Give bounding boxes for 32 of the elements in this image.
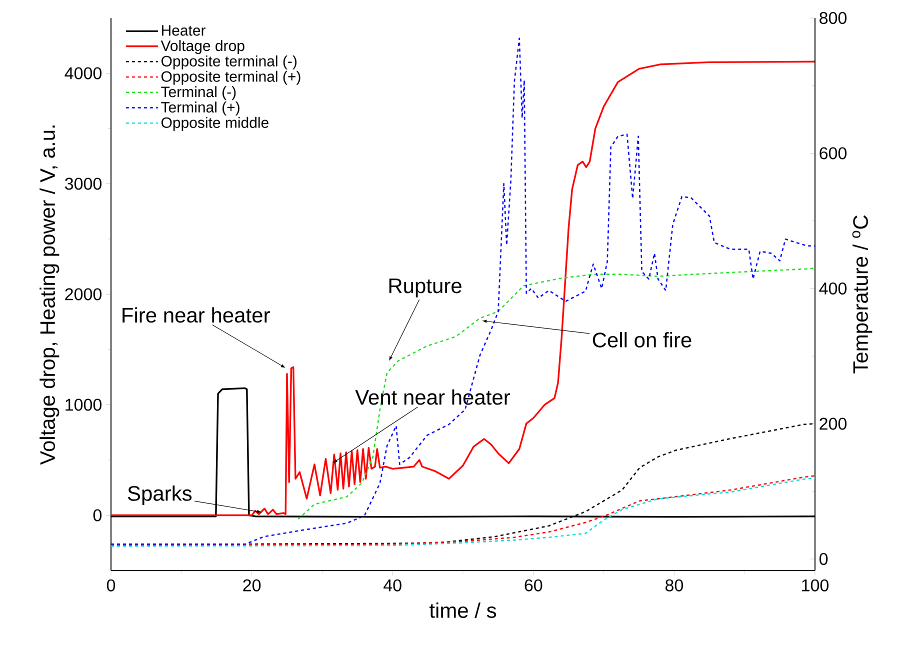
legend-label: Opposite middle: [161, 116, 268, 131]
y2-tick-label: 600: [820, 147, 847, 160]
y2-tick-label: 400: [819, 282, 847, 295]
x-tick-label: 60: [524, 579, 542, 592]
legend-label: Terminal (-): [161, 86, 236, 100]
legend-label: Terminal (+): [161, 102, 240, 116]
annotation: Cell on fire: [592, 332, 692, 348]
x-tick-label: 100: [802, 579, 829, 592]
annotation: Sparks: [128, 485, 192, 506]
annotation: Fire near heater: [122, 307, 270, 323]
legend-label: Heater: [162, 25, 206, 36]
y2-tick-label: 800: [820, 12, 847, 24]
legend-label: Opposite terminal (+): [161, 70, 300, 85]
x-tick-label: 20: [243, 579, 261, 592]
y-tick-label: 3000: [65, 178, 102, 190]
y-tick-label: 0: [93, 509, 102, 522]
annotation: Rupture: [389, 278, 462, 298]
line-series: [298, 268, 815, 520]
x-tick-label: 0: [106, 579, 116, 592]
y2-tick-label: 0: [819, 552, 828, 566]
legend-label: Opposite terminal (-): [161, 55, 297, 70]
annotation: Vent near heater: [355, 389, 510, 405]
y2-tick-label: 200: [820, 418, 847, 430]
y-axis-title: Voltage drop, Heating power / V, a.u.: [40, 126, 60, 465]
x-tick-label: 40: [384, 579, 402, 592]
y-tick-label: 2000: [65, 288, 102, 300]
x-tick-label: 80: [665, 579, 683, 592]
y2-axis-title: Temperature / $^{o}$C: [852, 215, 872, 374]
x-axis-title: time / s: [429, 602, 496, 618]
y-tick-label: 1000: [66, 398, 102, 411]
legend-label: Voltage drop: [160, 40, 244, 54]
y-tick-label: 4000: [64, 67, 102, 80]
